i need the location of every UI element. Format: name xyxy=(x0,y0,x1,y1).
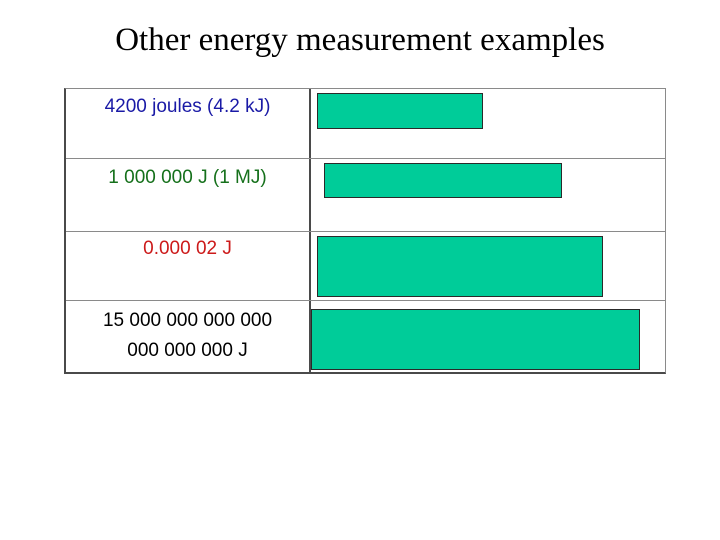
answer-cover-box[interactable] xyxy=(311,309,640,370)
energy-label: 0.000 02 J xyxy=(66,232,311,300)
energy-label-line: 15 000 000 000 000 xyxy=(102,310,273,331)
energy-label-line: 1 000 000 J (1 MJ) xyxy=(108,167,267,188)
answer-cover-box[interactable] xyxy=(317,236,603,297)
table-row: 1 000 000 J (1 MJ) xyxy=(66,159,665,232)
table-row: 15 000 000 000 000 000 000 000 J xyxy=(66,301,665,373)
slide-title: Other energy measurement examples xyxy=(115,22,605,58)
table-row: 0.000 02 J xyxy=(66,232,665,301)
energy-label-line: 0.000 02 J xyxy=(143,238,232,259)
energy-label-line: 000 000 000 J xyxy=(127,340,248,361)
answer-cover-box[interactable] xyxy=(324,163,562,198)
energy-label-line: 4200 joules (4.2 kJ) xyxy=(104,96,271,117)
energy-label: 1 000 000 J (1 MJ) xyxy=(66,159,311,231)
table-row: 4200 joules (4.2 kJ) xyxy=(66,89,665,159)
answer-cover-box[interactable] xyxy=(317,93,483,129)
energy-label: 4200 joules (4.2 kJ) xyxy=(66,89,311,158)
energy-examples-table: 4200 joules (4.2 kJ) 1 000 000 J (1 MJ) … xyxy=(64,88,666,374)
energy-label: 15 000 000 000 000 000 000 000 J xyxy=(66,301,311,373)
